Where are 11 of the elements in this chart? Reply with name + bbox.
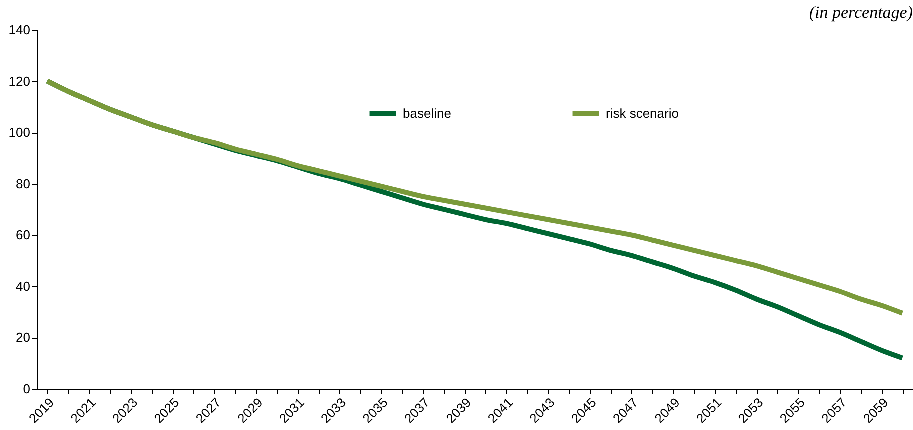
y-tick-label: 120 — [8, 74, 30, 89]
chart-subtitle: (in percentage) — [809, 3, 913, 22]
y-tick-label: 0 — [23, 382, 30, 396]
legend-label: risk scenario — [606, 106, 679, 121]
y-tick-label: 20 — [16, 330, 30, 346]
y-tick-label: 100 — [8, 125, 30, 140]
y-tick-label: 60 — [16, 228, 30, 243]
y-tick-label: 80 — [16, 176, 30, 192]
y-tick-label: 40 — [16, 278, 30, 294]
legend-label: baseline — [403, 106, 452, 121]
y-tick-label: 140 — [8, 22, 30, 38]
